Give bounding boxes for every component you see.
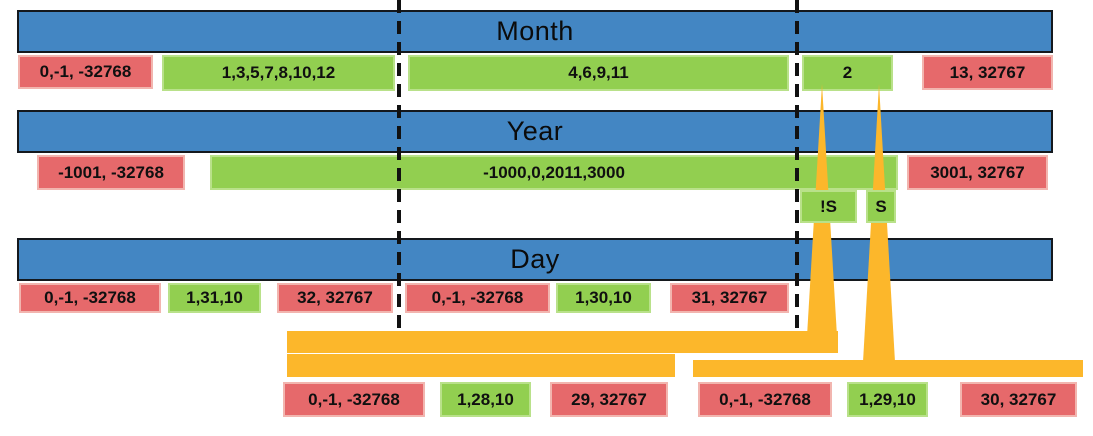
feb-invalid-high-box: 29, 32767 — [550, 382, 668, 417]
febleap-invalid-low-box: 0,-1, -32768 — [698, 382, 832, 417]
day30-invalid-low-box: 0,-1, -32768 — [405, 283, 550, 313]
day31-invalid-low-box: 0,-1, -32768 — [19, 283, 161, 313]
partition-divider-line-left — [397, 0, 401, 330]
month-bar-label: Month — [496, 16, 574, 46]
month-february-box: 2 — [802, 55, 893, 91]
month-invalid-low-box: 0,-1, -32768 — [18, 55, 153, 89]
feb-leap-day-bar — [693, 360, 1083, 377]
month-bar: Month — [17, 10, 1053, 53]
day-bar: Day — [17, 238, 1053, 281]
day31-valid-box: 1,31,10 — [168, 283, 261, 313]
feb-invalid-low-box: 0,-1, -32768 — [283, 382, 425, 417]
feb-nonleap-connector-bar — [287, 331, 838, 353]
year-valid-box: -1000,0,2011,3000 — [210, 155, 898, 190]
day31-invalid-high-box: 32, 32767 — [277, 283, 393, 313]
year-bar-label: Year — [506, 116, 564, 146]
leap-year-box: S — [866, 190, 896, 223]
year-invalid-low-box: -1001, -32768 — [37, 155, 185, 190]
day30-invalid-high-box: 31, 32767 — [670, 283, 789, 313]
not-leap-year-box: !S — [800, 190, 857, 223]
month-invalid-high-box: 13, 32767 — [922, 55, 1053, 90]
month-31day-box: 1,3,5,7,8,10,12 — [162, 55, 395, 91]
febleap-invalid-high-box: 30, 32767 — [960, 382, 1077, 417]
year-invalid-high-box: 3001, 32767 — [907, 155, 1048, 190]
day30-valid-box: 1,30,10 — [556, 283, 651, 313]
partition-divider-line-right — [795, 0, 799, 330]
year-bar: Year — [17, 110, 1053, 153]
feb-valid-box: 1,28,10 — [440, 382, 531, 417]
feb-nonleap-day-bar — [287, 354, 675, 377]
month-30day-box: 4,6,9,11 — [408, 55, 789, 91]
febleap-valid-box: 1,29,10 — [847, 382, 928, 417]
day-bar-label: Day — [510, 244, 560, 274]
